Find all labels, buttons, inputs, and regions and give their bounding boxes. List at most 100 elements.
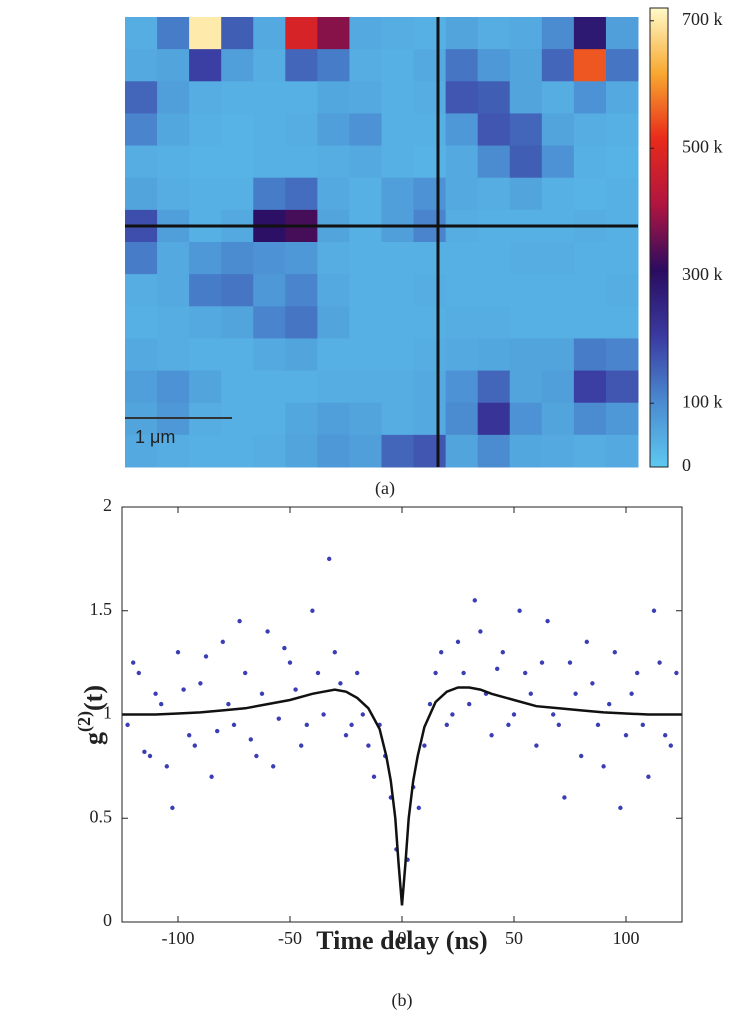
heatmap-cell <box>349 49 382 82</box>
heatmap-cell <box>445 338 479 372</box>
heatmap-cell <box>509 81 543 114</box>
heatmap-cell <box>573 145 607 179</box>
heatmap-cell <box>285 113 318 147</box>
data-point <box>215 728 220 734</box>
heatmap-cell <box>413 49 447 82</box>
heatmap-cell <box>477 338 511 372</box>
heatmap-cell <box>477 49 511 82</box>
heatmap-cell <box>445 81 479 114</box>
heatmap-cell <box>189 242 222 275</box>
heatmap-cell <box>253 338 286 372</box>
data-point <box>142 749 147 755</box>
heatmap-cell <box>221 306 254 339</box>
heatmap-cell <box>509 402 543 436</box>
heatmap-cell <box>605 17 639 50</box>
heatmap-cell <box>605 242 639 275</box>
data-point <box>147 753 153 759</box>
heatmap-cell <box>541 242 575 275</box>
heatmap-cell <box>285 274 318 307</box>
data-point <box>416 805 421 811</box>
heatmap-cell <box>253 81 286 114</box>
heatmap-cell <box>381 17 415 50</box>
data-point <box>360 712 365 717</box>
heatmap-cell <box>477 145 511 179</box>
heatmap-cell <box>541 177 575 211</box>
heatmap-cell <box>157 370 190 404</box>
heatmap-cell <box>605 81 639 114</box>
y-tick-label: 0 <box>103 910 112 930</box>
data-point <box>640 722 645 728</box>
heatmap-cell <box>157 177 190 211</box>
data-point <box>254 753 259 759</box>
heatmap-cell <box>381 306 415 339</box>
heatmap-cell <box>477 81 511 114</box>
heatmap-cell <box>349 338 382 372</box>
heatmap-cell <box>125 17 158 50</box>
data-point <box>209 774 214 779</box>
data-point <box>562 795 567 800</box>
data-point <box>315 670 321 676</box>
heatmap-cell <box>381 434 415 468</box>
heatmap-cell <box>317 145 350 179</box>
data-point <box>181 687 186 692</box>
heatmap-cell <box>157 113 190 147</box>
heatmap-cell <box>285 370 318 404</box>
data-point <box>439 650 444 655</box>
colorbar-tick-label: 500 k <box>682 136 723 156</box>
heatmap-cell <box>413 434 447 468</box>
fit-line <box>122 686 682 906</box>
heatmap-cell <box>381 338 415 372</box>
heatmap-cell <box>189 177 222 211</box>
heatmap-cell <box>381 402 415 436</box>
heatmap-cell <box>253 113 286 147</box>
data-point <box>623 733 629 738</box>
x-tick-label: 100 <box>613 928 640 948</box>
data-point <box>433 670 438 676</box>
colorbar-tick-label: 0 <box>682 455 691 475</box>
heatmap-cell <box>221 145 254 179</box>
heatmap-cell <box>189 402 222 436</box>
data-point <box>556 722 561 728</box>
data-point <box>545 618 550 624</box>
heatmap-cell <box>349 17 382 50</box>
heatmap-cell <box>413 402 447 436</box>
data-point <box>366 743 371 748</box>
heatmap-cell <box>541 370 575 404</box>
heatmap-cell <box>317 434 350 468</box>
colorbar <box>649 7 669 468</box>
heatmap-cell <box>221 338 254 372</box>
y-label-rest: (t) <box>79 685 108 711</box>
heatmap-cell <box>413 274 447 307</box>
data-point <box>601 764 606 769</box>
heatmap-cell <box>221 17 254 50</box>
data-point <box>618 805 623 811</box>
heatmap-cell <box>445 242 479 275</box>
heatmap-cell <box>509 242 543 275</box>
heatmap-cell <box>541 274 575 307</box>
heatmap-cell <box>157 145 190 179</box>
heatmap-cell <box>541 145 575 179</box>
scale-bar-label: 1 μm <box>135 427 175 447</box>
heatmap-cell <box>573 338 607 372</box>
heatmap-cell <box>221 242 254 275</box>
data-point <box>607 701 612 707</box>
data-point <box>310 608 315 613</box>
heatmap-cell <box>605 49 639 82</box>
heatmap-cell <box>605 113 639 147</box>
data-point <box>539 660 545 665</box>
heatmap-cell <box>157 434 190 468</box>
heatmap-cell <box>253 177 286 211</box>
heatmap-cell <box>605 370 639 404</box>
heatmap-cell <box>317 113 350 147</box>
heatmap-cell <box>189 274 222 307</box>
heatmap-cell <box>157 306 190 339</box>
heatmap-cell <box>605 338 639 372</box>
data-point <box>455 639 461 645</box>
data-point <box>125 722 130 728</box>
heatmap-cell <box>413 81 447 114</box>
data-point <box>595 722 601 728</box>
heatmap-cell <box>413 338 447 372</box>
x-tick-label: 50 <box>505 928 523 948</box>
data-point <box>467 701 472 707</box>
